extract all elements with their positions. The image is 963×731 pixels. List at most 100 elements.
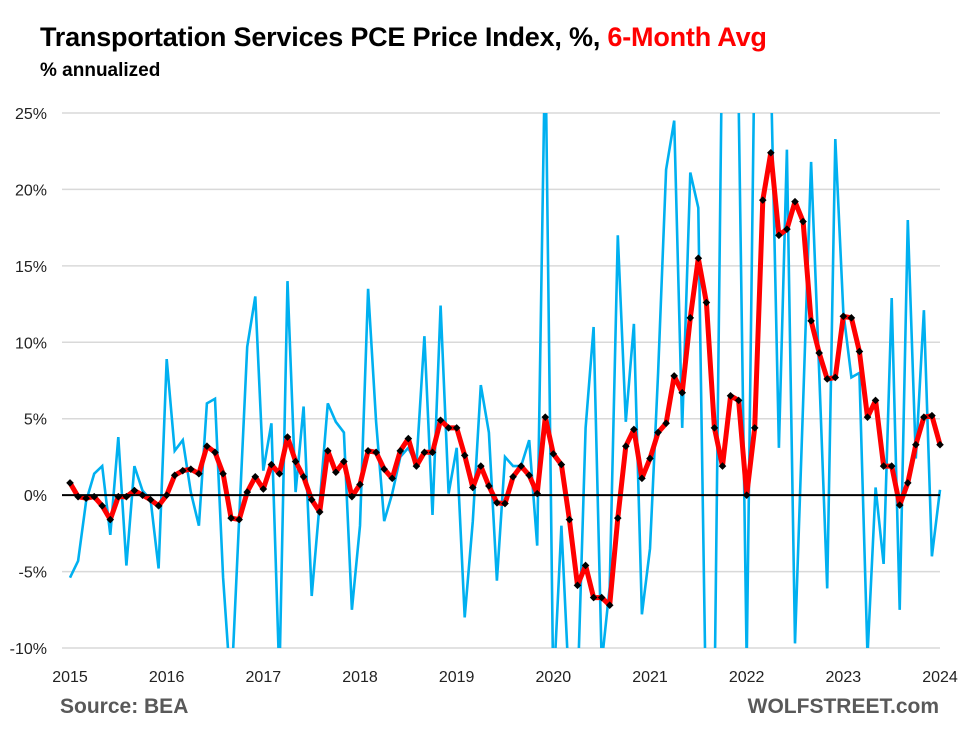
x-tick-label: 2017 <box>246 669 282 686</box>
avg-point-marker <box>895 501 904 509</box>
avg-point-marker <box>380 465 388 473</box>
avg-point-marker <box>251 473 260 481</box>
avg-point-marker <box>243 488 252 496</box>
avg-point-marker <box>66 479 74 487</box>
avg-point-marker <box>485 482 493 490</box>
y-tick-label: 25% <box>15 106 47 123</box>
x-tick-label: 2019 <box>439 669 475 686</box>
avg-point-marker <box>98 502 107 510</box>
avg-point-marker <box>82 494 90 502</box>
avg-point-marker <box>879 462 888 470</box>
avg-point-marker <box>364 447 372 455</box>
avg-point-marker <box>920 413 928 421</box>
avg-point-marker <box>662 419 670 428</box>
avg-point-marker <box>372 448 380 457</box>
avg-point-marker <box>388 474 397 483</box>
avg-point-marker <box>912 440 920 449</box>
avg-point-marker <box>758 196 767 204</box>
avg-point-marker <box>154 502 163 510</box>
avg-point-marker <box>267 460 276 469</box>
avg-point-marker <box>767 148 775 157</box>
avg-point-marker <box>871 396 880 405</box>
x-tick-label: 2021 <box>632 669 668 686</box>
avg-point-marker <box>283 433 292 441</box>
y-tick-label: -10% <box>10 641 47 658</box>
avg-point-marker <box>428 448 437 457</box>
avg-point-marker <box>187 465 195 473</box>
x-tick-label: 2018 <box>342 669 378 686</box>
avg-point-marker <box>549 450 558 458</box>
y-tick-label: 10% <box>15 335 47 352</box>
avg-point-marker <box>509 473 517 481</box>
avg-point-marker <box>501 499 509 508</box>
avg-point-marker <box>106 515 115 524</box>
avg-point-marker <box>686 314 695 322</box>
avg-point-marker <box>477 462 485 470</box>
avg-point-marker <box>710 424 719 432</box>
avg-point-marker <box>630 425 638 434</box>
avg-point-marker <box>638 474 646 483</box>
chart-title: Transportation Services PCE Price Index,… <box>40 22 767 53</box>
avg-point-marker <box>211 448 219 457</box>
avg-point-marker <box>340 457 348 466</box>
avg-point-marker <box>791 197 799 206</box>
avg-point-marker <box>589 593 598 602</box>
avg-point-marker <box>678 388 687 397</box>
title-text: Transportation Services PCE Price Index,… <box>40 22 608 52</box>
avg-point-marker <box>654 428 662 437</box>
avg-point-marker <box>565 515 574 524</box>
avg-point-marker <box>170 471 179 480</box>
x-tick-label: 2015 <box>52 669 88 686</box>
avg-point-marker <box>227 514 235 522</box>
source-label: Source: BEA <box>60 695 189 718</box>
y-tick-label: 0% <box>24 488 47 505</box>
avg-point-marker <box>275 469 284 478</box>
avg-point-marker <box>468 483 477 492</box>
avg-point-marker <box>831 373 840 382</box>
avg-point-marker <box>203 442 211 451</box>
avg-point-marker <box>332 468 340 477</box>
x-tick-label: 2022 <box>729 669 765 686</box>
avg-point-marker <box>750 424 759 432</box>
avg-point-marker <box>581 561 590 570</box>
avg-point-marker <box>855 347 864 356</box>
avg-point-marker <box>299 473 308 481</box>
avg-point-marker <box>146 495 155 504</box>
brand-label: WOLFSTREET.com <box>747 695 939 718</box>
avg-point-marker <box>605 601 614 609</box>
y-tick-label: 15% <box>15 259 47 276</box>
avg-point-marker <box>726 391 735 400</box>
x-tick-label: 2016 <box>149 669 185 686</box>
avg-point-marker <box>887 462 896 470</box>
avg-point-marker <box>436 416 445 425</box>
avg-point-marker <box>259 485 268 493</box>
avg-point-marker <box>799 217 807 226</box>
avg-point-marker <box>936 440 944 449</box>
title-highlight: 6-Month Avg <box>607 22 767 52</box>
avg-point-marker <box>839 312 848 321</box>
avg-point-marker <box>396 447 405 455</box>
avg-point-marker <box>235 515 243 524</box>
y-tick-label: 20% <box>15 182 47 199</box>
avg-point-marker <box>903 479 912 487</box>
avg-point-marker <box>646 454 654 463</box>
avg-point-marker <box>307 495 316 504</box>
avg-point-marker <box>734 396 743 405</box>
y-tick-label: -5% <box>19 565 47 582</box>
avg-point-marker <box>863 413 872 421</box>
avg-point-marker <box>315 508 324 516</box>
avg-point-marker <box>823 375 832 383</box>
avg-point-marker <box>130 486 139 495</box>
avg-point-marker <box>702 298 711 307</box>
avg-point-marker <box>420 448 429 457</box>
avg-point-marker <box>847 314 856 322</box>
avg-point-marker <box>404 434 413 443</box>
avg-point-marker <box>557 460 566 469</box>
avg-point-marker <box>219 469 227 478</box>
avg-point-marker <box>783 225 791 233</box>
avg-point-marker <box>573 581 582 590</box>
y-tick-label: 5% <box>24 412 47 429</box>
avg-point-marker <box>323 447 332 455</box>
avg-point-marker <box>291 457 300 466</box>
